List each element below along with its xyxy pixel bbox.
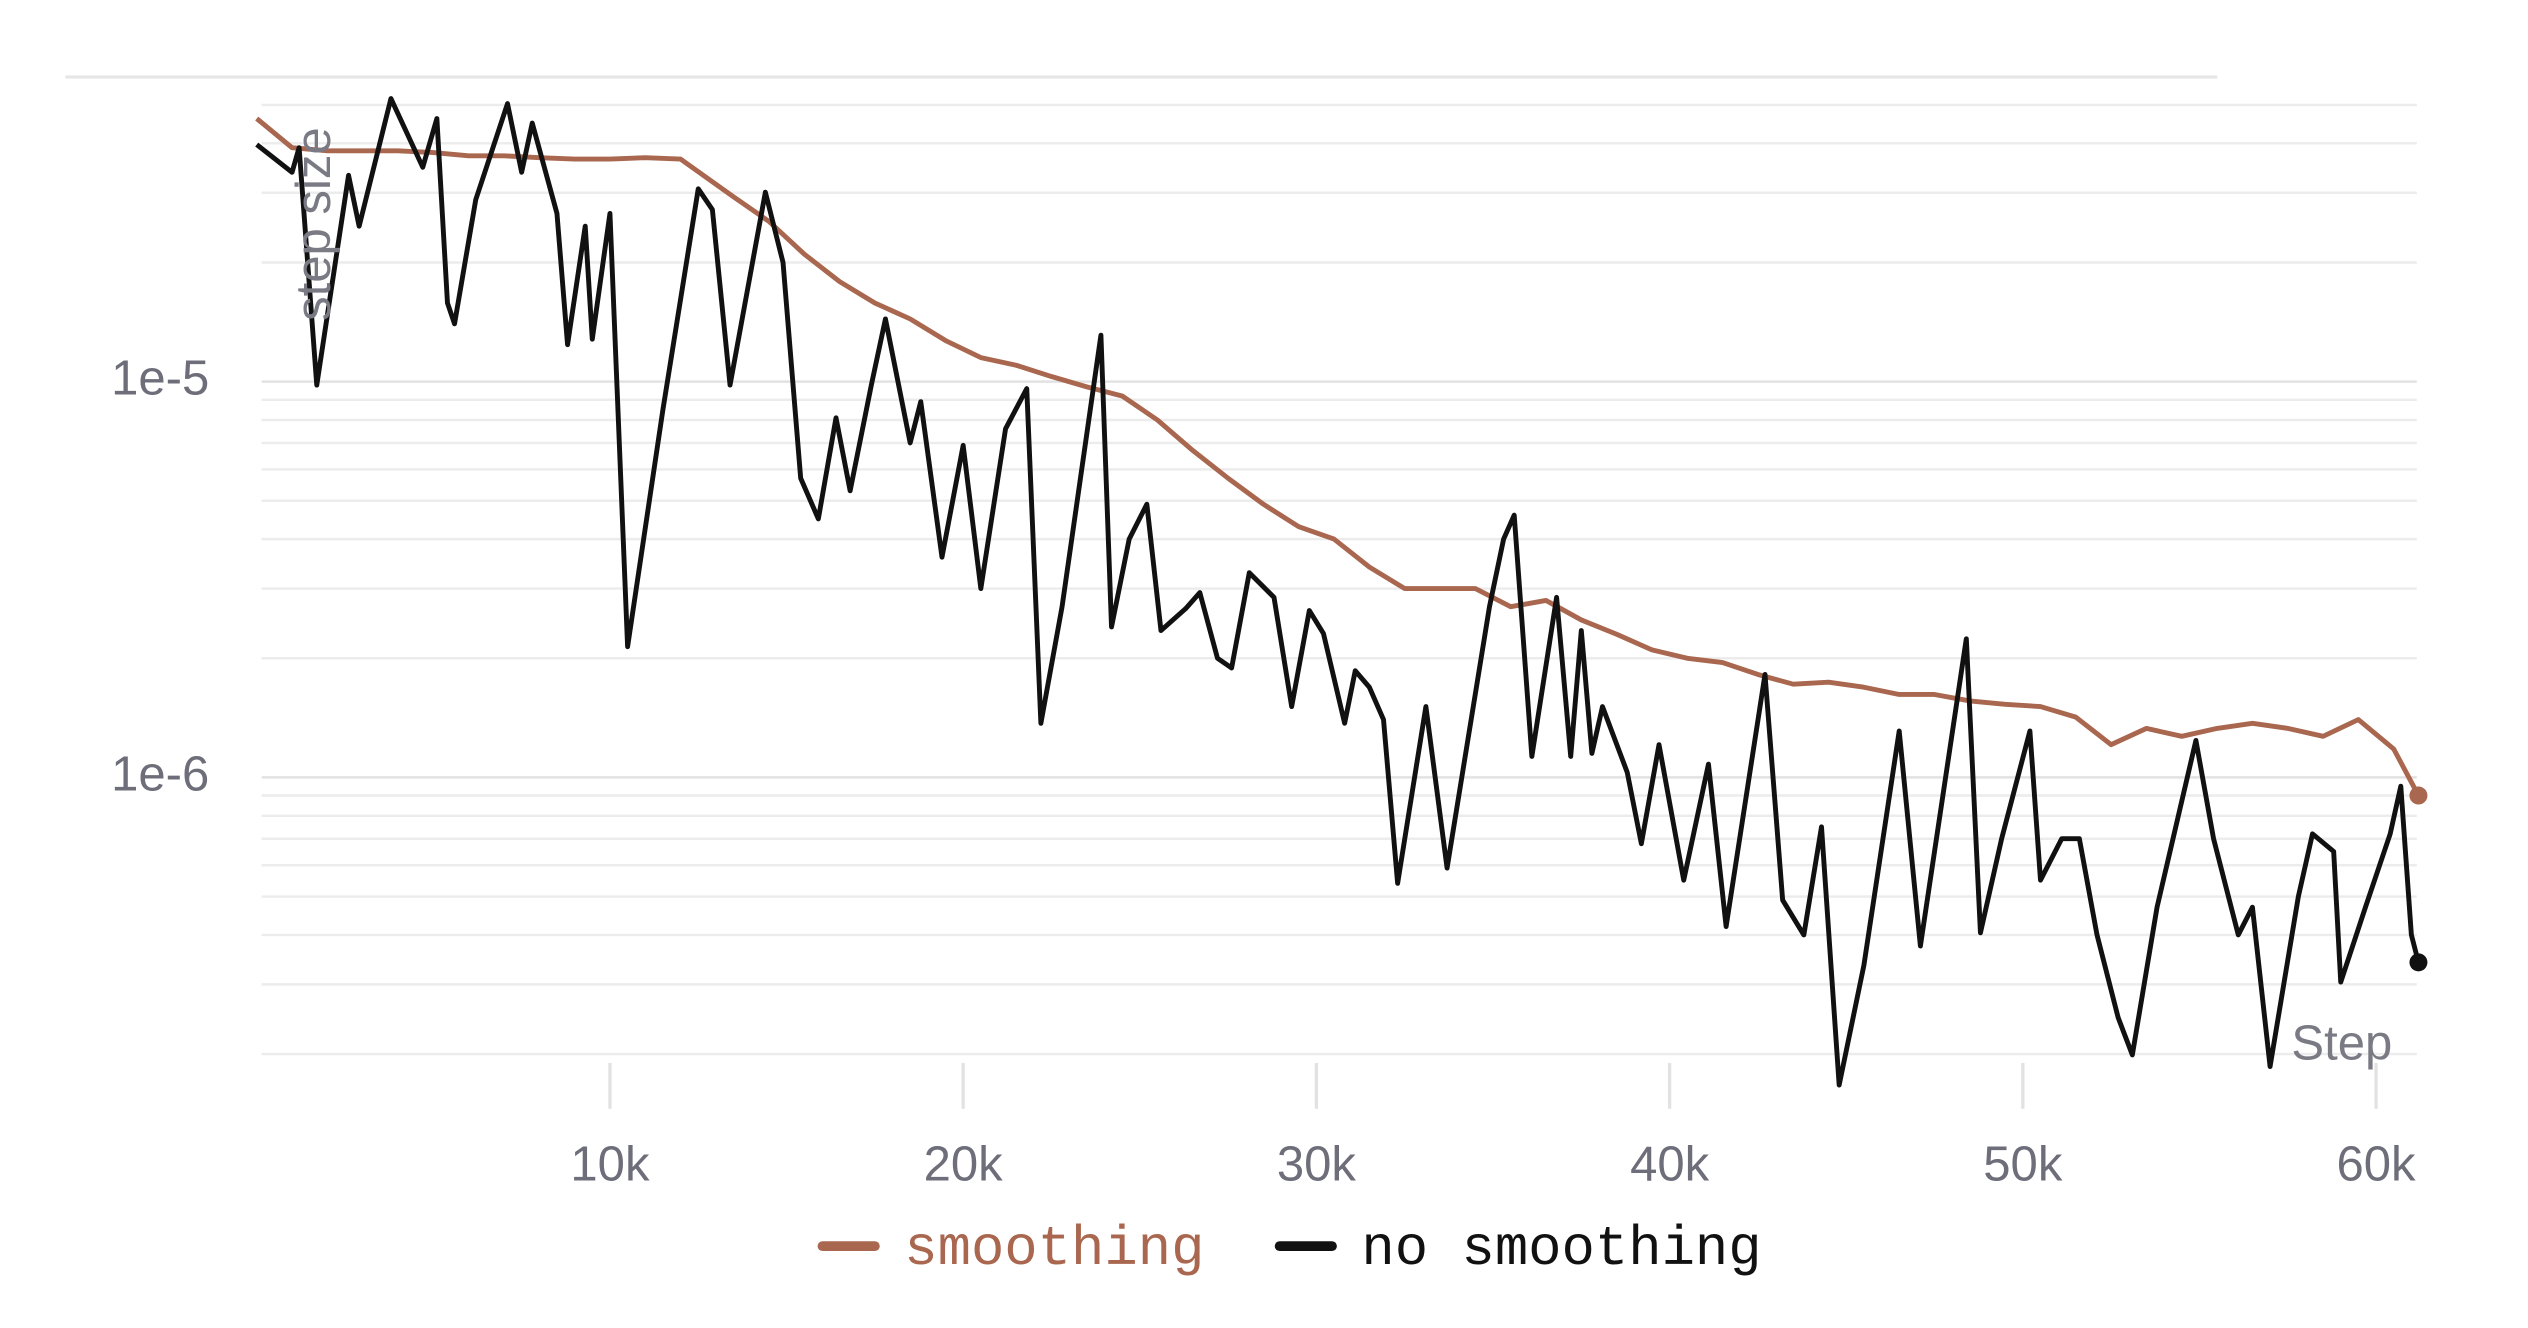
plot-area — [255, 96, 2428, 1088]
legend: smoothing no smoothing — [817, 1218, 1762, 1281]
x-tick-label: 30k — [1277, 1138, 1357, 1192]
legend-label: smoothing — [904, 1218, 1204, 1281]
x-tick-label: 10k — [570, 1138, 650, 1192]
x-axis-label: Step — [2291, 1017, 2392, 1071]
x-tick-label: 60k — [2337, 1138, 2417, 1192]
series-line — [255, 116, 2421, 797]
y-tick-label: 1e-5 — [111, 352, 209, 406]
x-tick-label: 20k — [924, 1138, 1004, 1192]
series-line — [255, 96, 2421, 1088]
legend-label: no smoothing — [1361, 1218, 1761, 1281]
x-tick-label: 40k — [1630, 1138, 1710, 1192]
grid: 1e-6 1e-5 10k 20k 30k 40k 50k 60k — [111, 103, 2417, 1192]
end-dot — [2409, 786, 2428, 805]
y-tick-label: 1e-6 — [111, 747, 209, 801]
y-axis-label: step size — [287, 127, 341, 321]
x-tick-label: 50k — [1983, 1138, 2063, 1192]
end-dot — [2409, 953, 2428, 972]
